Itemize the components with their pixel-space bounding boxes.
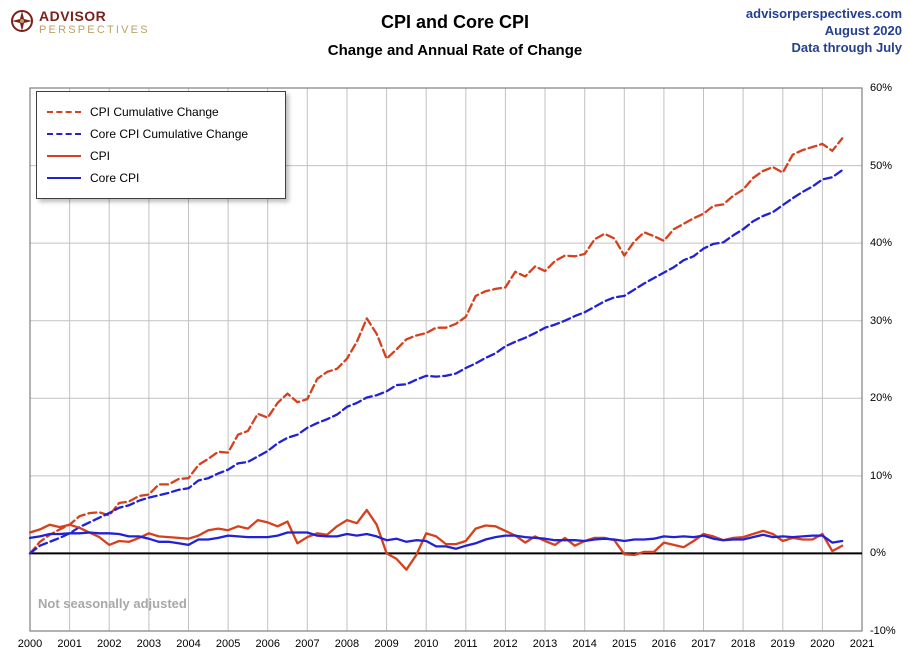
header-meta: advisorperspectives.com August 2020 Data… — [746, 6, 902, 57]
x-axis-label: 2015 — [612, 638, 637, 650]
legend-line-sample-red-dashed — [47, 111, 81, 113]
legend-line-sample-blue-dashed — [47, 133, 81, 135]
report-date: August 2020 — [824, 22, 902, 38]
legend-line-sample-red-solid — [47, 155, 81, 157]
y-axis-label: 50% — [870, 159, 893, 172]
legend-item-cpi: CPI — [47, 145, 275, 167]
x-axis-label: 2017 — [691, 638, 716, 650]
y-axis-label: 40% — [870, 237, 893, 250]
x-axis-label: 2019 — [770, 638, 795, 650]
x-axis-label: 2002 — [96, 638, 122, 650]
x-axis-label: 2016 — [651, 638, 677, 650]
y-axis-label: 10% — [870, 469, 893, 482]
y-axis-label: 0% — [870, 547, 886, 560]
x-axis-label: 2004 — [176, 638, 201, 650]
x-axis-label: 2011 — [453, 638, 478, 650]
legend-line-sample-blue-solid — [47, 177, 81, 179]
site-link[interactable]: advisorperspectives.com — [745, 6, 902, 21]
legend-item-cpi-cumulative: CPI Cumulative Change — [47, 101, 275, 123]
x-axis-label: 2014 — [572, 638, 597, 650]
chart-header: CPI and Core CPI Change and Annual Rate … — [200, 12, 710, 59]
x-axis-label: 2013 — [532, 638, 558, 650]
y-axis-label: -10% — [870, 625, 896, 637]
compass-icon — [10, 9, 34, 33]
chart-note: Not seasonally adjusted — [38, 596, 187, 611]
chart-title: CPI and Core CPI — [380, 12, 530, 32]
x-axis-label: 2007 — [295, 638, 320, 650]
legend-label: Core CPI — [90, 171, 140, 185]
data-through-label: Data through July — [791, 39, 902, 55]
logo-text-perspectives: PERSPECTIVES — [39, 23, 150, 36]
x-axis-label: 2000 — [17, 638, 43, 650]
x-axis-label: 2005 — [215, 638, 241, 650]
legend: CPI Cumulative Change Core CPI Cumulativ… — [36, 91, 286, 199]
x-axis-label: 2001 — [57, 638, 82, 650]
x-axis-label: 2020 — [810, 638, 835, 650]
x-axis-label: 2012 — [493, 638, 518, 650]
y-axis-label: 30% — [870, 314, 893, 327]
logo-text-advisor: ADVISOR — [39, 8, 107, 24]
legend-item-core-cpi: Core CPI — [47, 167, 275, 189]
x-axis-label: 2018 — [730, 638, 756, 650]
advisor-perspectives-logo: ADVISOR PERSPECTIVES — [10, 9, 150, 37]
x-axis-label: 2010 — [413, 638, 439, 650]
legend-label: CPI — [90, 149, 111, 163]
x-axis-label: 2006 — [255, 638, 280, 650]
x-axis-label: 2009 — [374, 638, 399, 650]
legend-label: CPI Cumulative Change — [90, 105, 219, 119]
x-axis-label: 2003 — [136, 638, 162, 650]
x-axis-label: 2008 — [334, 638, 360, 650]
legend-label: Core CPI Cumulative Change — [90, 127, 249, 141]
y-axis-label: 60% — [870, 82, 893, 94]
y-axis-label: 20% — [870, 392, 893, 405]
x-axis-label: 2021 — [849, 638, 875, 650]
chart-subtitle: Change and Annual Rate of Change — [327, 42, 583, 59]
legend-item-core-cpi-cumulative: Core CPI Cumulative Change — [47, 123, 275, 145]
